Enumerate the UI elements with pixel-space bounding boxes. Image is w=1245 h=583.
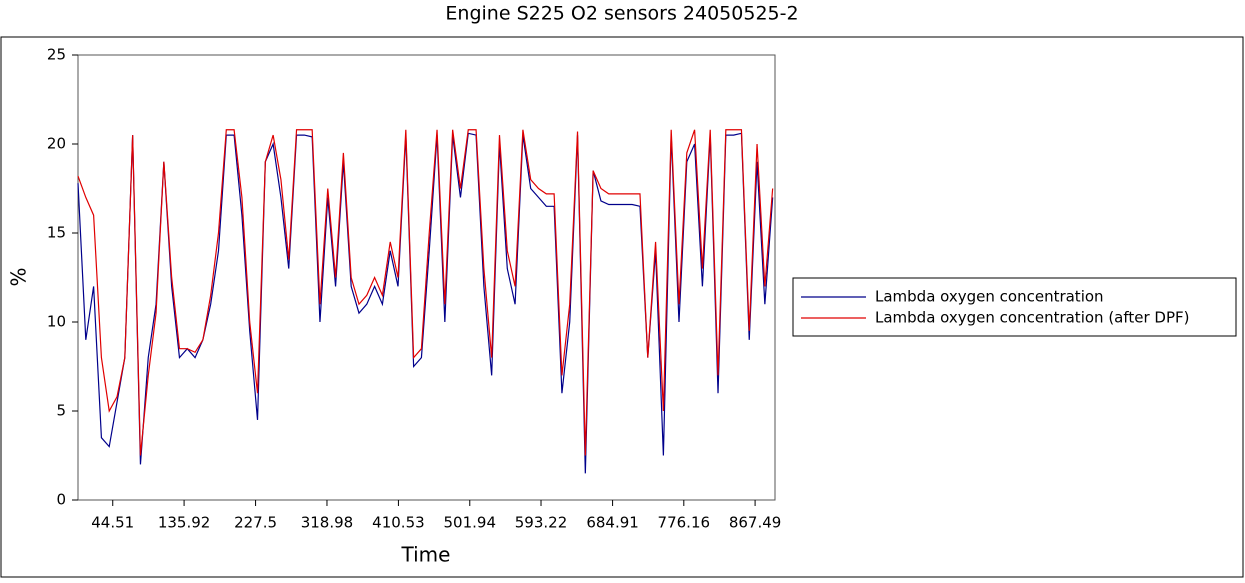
plot-area [77,54,776,501]
x-tick-label: 44.51 [91,514,134,532]
x-tick-label: 410.53 [372,514,425,532]
x-tick-label: 867.49 [729,514,782,532]
y-tick-label: 20 [47,135,66,153]
y-tick-label: 10 [47,313,66,331]
x-tick-label: 593.22 [515,514,568,532]
x-axis-label: Time [401,543,451,567]
y-tick-label: 5 [56,402,66,420]
x-tick-label: 776.16 [658,514,711,532]
frame [0,36,1244,578]
x-tick-label: 227.5 [234,514,277,532]
x-tick-label: 684.91 [586,514,639,532]
x-tick-label: 501.94 [444,514,497,532]
legend-label: Lambda oxygen concentration [875,288,1104,306]
y-tick-label: 25 [47,46,66,64]
line-series [77,132,774,474]
y-tick-label: 0 [56,491,66,509]
x-tick-label: 135.92 [158,514,211,532]
y-tick-label: 15 [47,224,66,242]
line-series [77,129,774,456]
legend-label: Lambda oxygen concentration (after DPF) [875,309,1190,327]
chart-title: Engine S225 O2 sensors 24050525-2 [445,3,798,25]
legend [792,277,1237,337]
x-tick-label: 318.98 [301,514,354,532]
y-axis-label: % [7,267,31,286]
